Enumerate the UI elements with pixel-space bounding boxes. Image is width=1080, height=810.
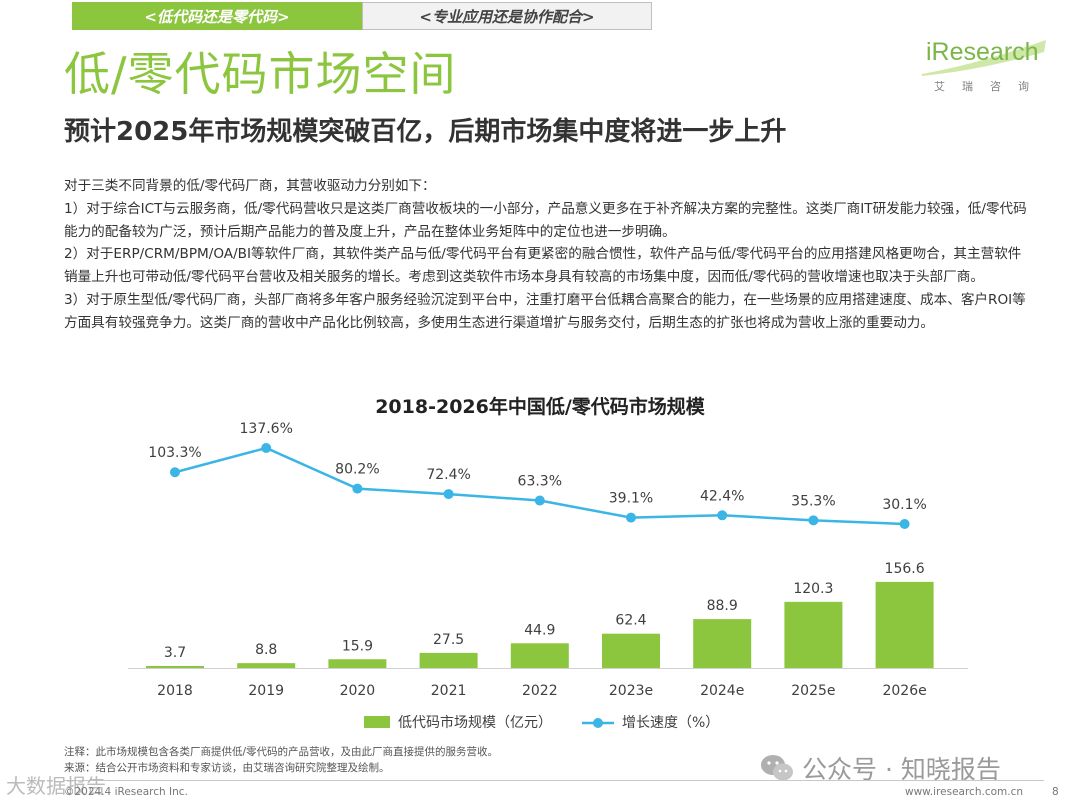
x-tick-2019: 2019 [248,683,284,699]
growth-label-2024e: 42.4% [700,488,744,504]
growth-label-2022: 63.3% [518,474,562,490]
bar-2022 [510,643,569,668]
growth-label-2023e: 39.1% [609,491,653,507]
iresearch-logo: iResearch 艾瑞咨询 [918,38,1048,94]
tab-professional-vs-collaboration[interactable]: <专业应用还是协作配合> [362,2,652,30]
wechat-icon [761,755,793,781]
chart-title: 2018-2026年中国低/零代码市场规模 [375,396,705,418]
corner-watermark: 大数据报告 [6,774,106,798]
bar-label-2018: 3.7 [164,645,186,661]
bar-2020 [328,659,387,668]
x-tick-2020: 2020 [340,683,376,699]
growth-point-2021 [443,489,454,500]
body-point-2: 2）对于ERP/CRM/BPM/OA/BI等软件厂商，其软件类产品与低/零代码平… [64,246,1022,286]
growth-label-2018: 103.3% [148,445,201,461]
market-size-chart: 3.7 2018 8.8 2019 15.9 2020 27.5 2021 44.9 2022 62… [128,421,968,731]
x-tick-2024e: 2024e [700,683,744,699]
body-point-3: 3）对于原生型低/零代码厂商，头部厂商将多年客户服务经验沉淀到平台中，注重打磨平… [64,291,1026,331]
logo-subtitle: 艾瑞咨询 [934,80,1046,93]
bar-2023e [602,633,660,668]
bar-label-2019: 8.8 [255,642,277,658]
footer-divider [64,780,1044,781]
x-tick-2025e: 2025e [791,683,835,699]
growth-point-2018 [170,467,180,478]
bar-label-2021: 27.5 [433,632,464,648]
growth-label-2025e: 35.3% [791,493,835,509]
bar-label-2022: 44.9 [524,622,555,638]
page-subtitle: 预计2025年市场规模突破百亿，后期市场集中度将进一步上升 [64,117,787,147]
footnote-source: 来源：结合公开市场资料和专家访谈，由艾瑞咨询研究院整理及绘制。 [64,762,390,774]
watermark-text: 公众号 · 知晓报告 [802,755,1001,784]
x-tick-2018: 2018 [157,683,193,699]
logo-wordmark: iResearch [926,38,1039,66]
wechat-watermark: 公众号 · 知晓报告 [760,750,1001,786]
body-text: 对于三类不同背景的低/零代码厂商，其营收驱动力分别如下： 1）对于综合ICT与云… [64,175,1032,335]
growth-label-2020: 80.2% [335,462,379,478]
bar-label-2024e: 88.9 [707,598,738,614]
x-tick-2026e: 2026e [882,683,926,699]
bar-2025e [784,601,843,668]
bar-2018 [146,665,204,668]
growth-point-2023e [626,512,636,523]
growth-label-2019: 137.6% [240,421,293,437]
bar-2021 [419,652,478,668]
legend-line-marker [593,718,603,728]
bar-label-2020: 15.9 [342,638,373,654]
legend-bar-swatch [364,716,390,728]
legend-line-label: 增长速度（%） [622,715,719,731]
x-tick-2021: 2021 [431,683,467,699]
growth-point-2025e [808,515,819,526]
growth-point-2022 [534,495,545,506]
bar-label-2023e: 62.4 [615,613,646,629]
page-number: 8 [1052,786,1059,798]
legend-bar-label: 低代码市场规模（亿元） [398,714,552,731]
growth-point-2024e [717,510,728,521]
bar-label-2025e: 120.3 [793,581,833,597]
footnote-note: 注释：此市场规模包含各类厂商提供低/零代码的产品营收，及由此厂商直接提供的服务营… [64,746,499,758]
growth-point-2026e [899,519,910,529]
bar-2026e [875,581,934,668]
logo-swoosh-icon [922,40,1046,76]
growth-point-2019 [261,443,272,453]
site-url[interactable]: www.iresearch.com.cn [905,786,1024,798]
bar-2024e [693,619,752,668]
x-tick-2023e: 2023e [609,683,653,699]
copyright: ©2024.4 iResearch Inc. [64,786,188,798]
growth-point-2020 [352,483,363,494]
tab-low-code-vs-zero-code[interactable]: <低代码还是零代码> [72,2,362,30]
bar-2019 [237,663,296,668]
bar-label-2026e: 156.6 [885,561,925,577]
growth-label-2026e: 30.1% [882,497,926,513]
body-point-1: 1）对于综合ICT与云服务商，低/零代码营收只是这类厂商营收板块的一小部分，产品… [64,200,1027,240]
body-intro: 对于三类不同背景的低/零代码厂商，其营收驱动力分别如下： [64,178,436,194]
page-title: 低/零代码市场空间 [64,47,457,101]
x-tick-2022: 2022 [522,683,558,699]
header-tabs: <低代码还是零代码> <专业应用还是协作配合> [72,2,652,30]
growth-label-2021: 72.4% [426,467,470,483]
